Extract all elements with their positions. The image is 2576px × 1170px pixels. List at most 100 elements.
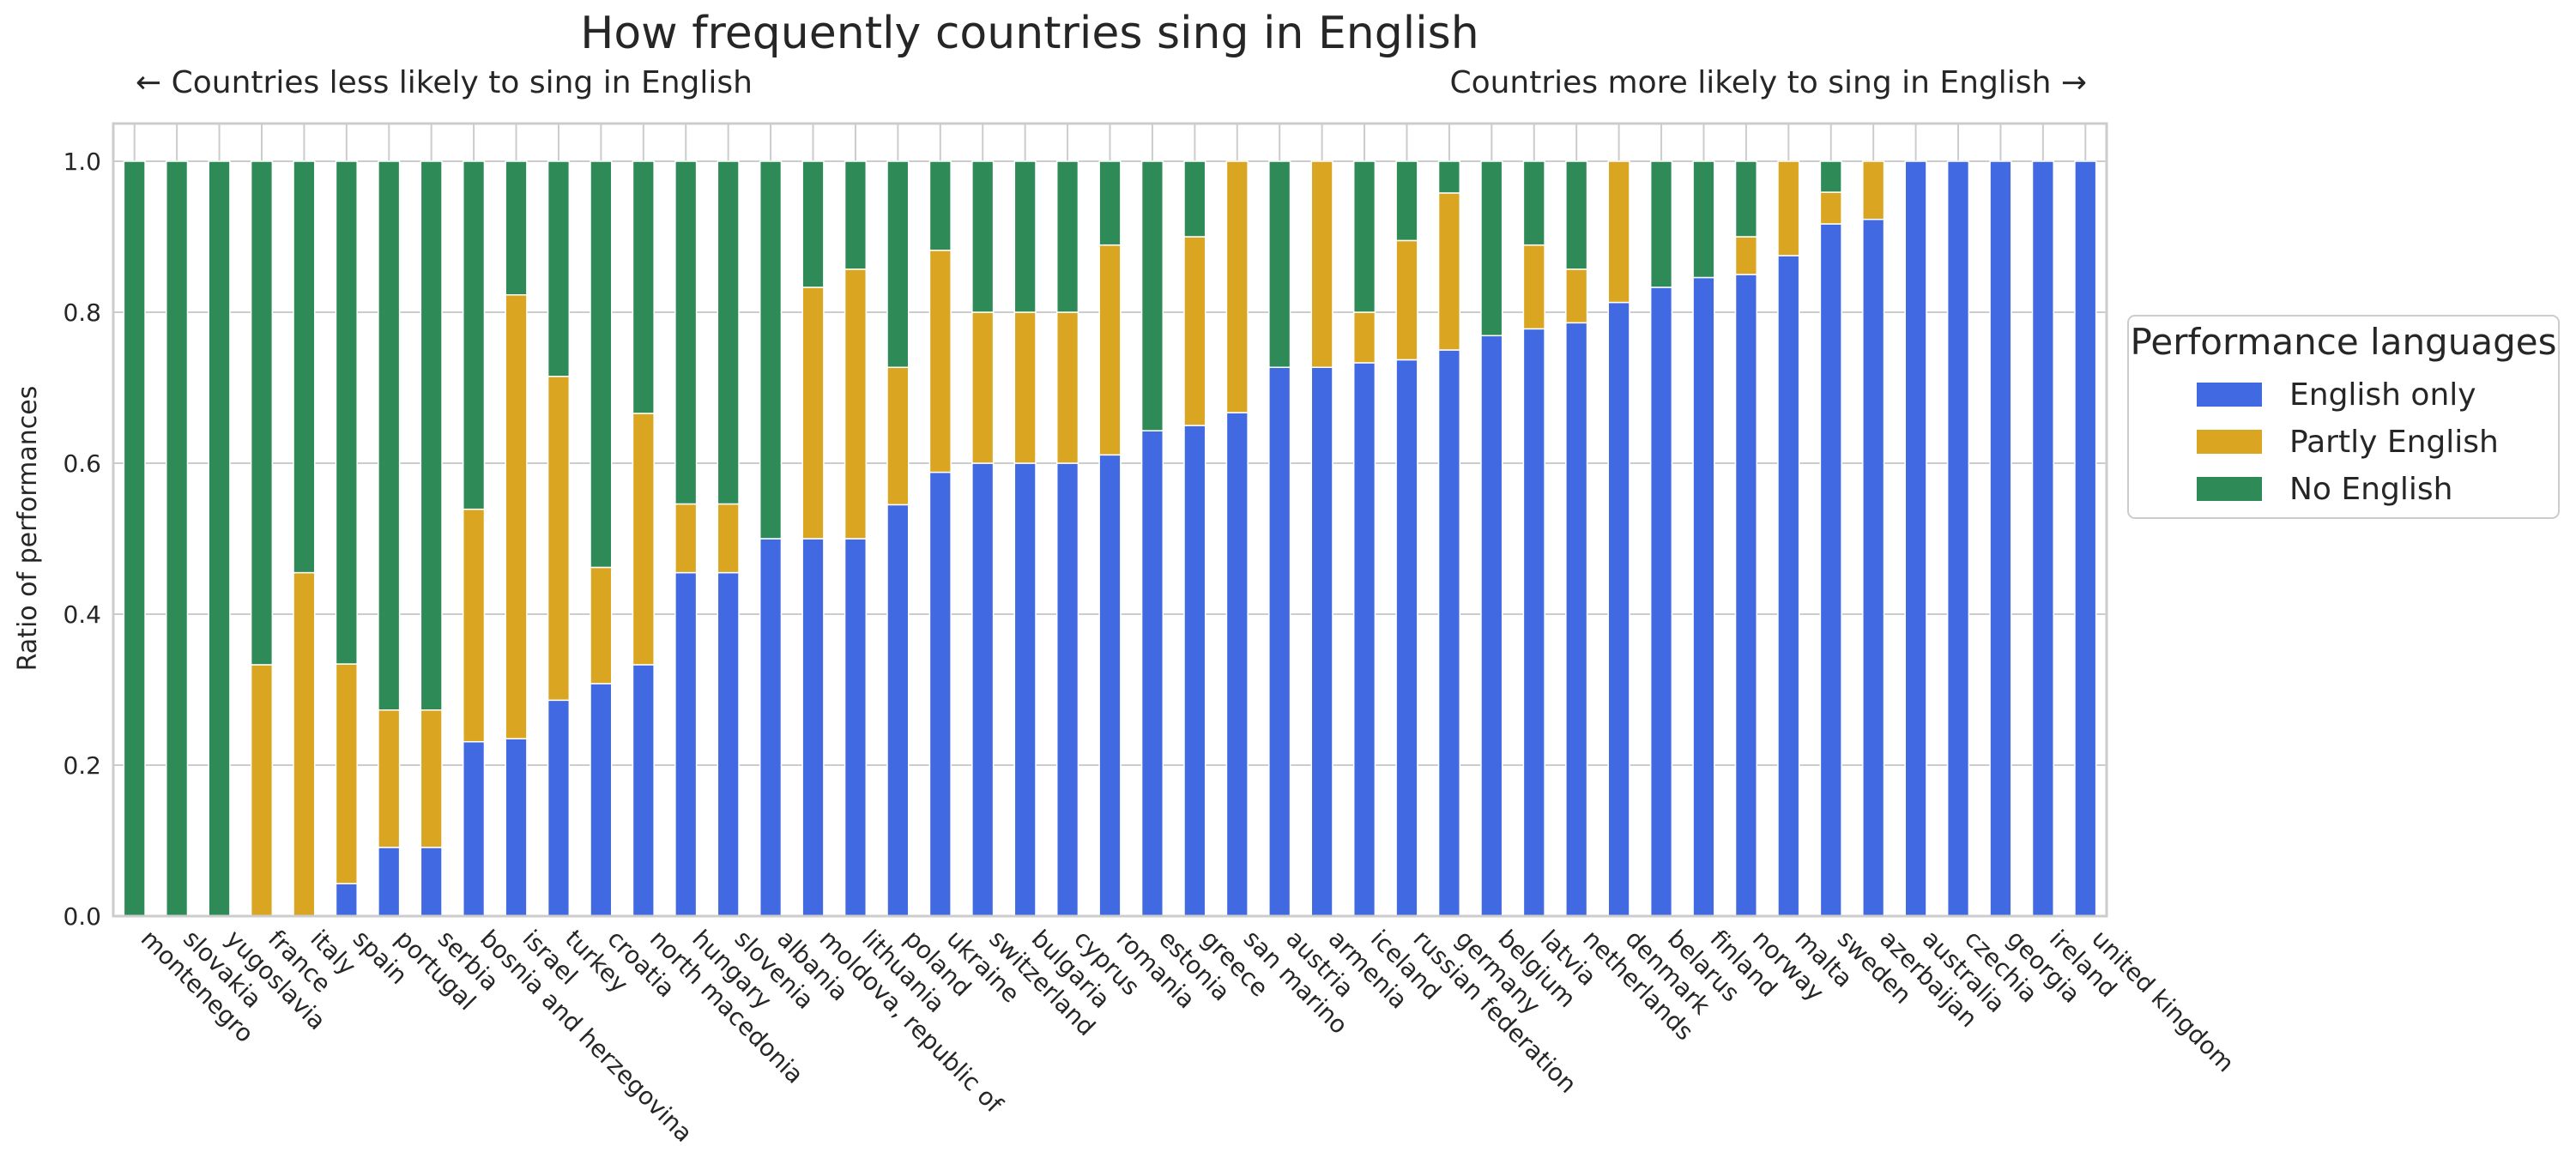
y-tick-label: 0.8 [63,299,101,327]
bar-segment [1522,160,1545,246]
bar-segment [1946,160,1970,917]
bar-segment [674,571,698,917]
bar-segment [1225,160,1249,413]
x-axis-ticks: montenegroslovakiayugoslaviafranceitalys… [136,925,2240,1148]
y-tick-label: 0.4 [63,600,101,629]
bar-segment [1055,311,1079,464]
bar-segment [166,160,189,917]
bar-segment [590,160,613,569]
bar-segment [1522,244,1545,330]
bar-segment [420,847,443,917]
bar-segment [971,311,995,464]
legend: Performance languages English only Partly… [2127,315,2560,519]
bar-segment [547,376,571,702]
bar-segment [632,413,655,666]
bar-segment [632,664,655,917]
bar-segment [801,160,825,288]
bar-segment [335,160,358,665]
bar-segment [1098,160,1122,246]
bar-segment [1310,366,1333,917]
y-axis-label: Ratio of performances [13,386,43,672]
legend-title: Performance languages [2131,321,2557,363]
bars [123,160,2097,917]
y-tick-label: 0.2 [63,751,101,780]
bar-segment [674,503,698,574]
bar-segment [1395,359,1418,917]
bar-segment [717,571,740,917]
bar-segment [335,663,358,884]
bar-segment [1013,462,1037,917]
bar-segment [1437,160,1461,194]
bar-segment [1734,160,1757,238]
bar-segment [717,503,740,574]
bar-segment [420,709,443,848]
bar-segment [1692,276,1715,917]
bar-segment [1268,160,1291,368]
bar-segment [420,160,443,711]
y-tick-label: 0.0 [63,902,101,931]
bar-segment [378,160,401,711]
legend-swatch [2197,477,2262,501]
bar-segment [844,538,868,917]
bar-segment [1734,274,1757,917]
bar-segment [971,462,995,917]
bar-segment [1777,255,1800,917]
bar-segment [1225,412,1249,917]
bar-segment [1140,430,1164,917]
bar-segment [886,366,910,506]
bar-segment [1437,349,1461,917]
bar-segment [759,160,783,540]
bar-segment [801,538,825,917]
bar-segment [547,699,571,917]
y-tick-label: 0.6 [63,449,101,478]
plot-frame [112,122,2108,918]
bar-segment [1140,160,1164,431]
bar-segment [844,160,868,270]
bar-segment [759,538,783,917]
legend-box [2127,315,2560,519]
bar-segment [1055,462,1079,917]
bar-segment [928,250,952,473]
bar-segment [335,883,358,917]
bar-segment [250,160,274,666]
bar-segment [1352,160,1376,313]
bar-segment [1649,160,1673,288]
chart-title: How frequently countries sing in English [580,8,1478,59]
bar-segment [1437,192,1461,351]
bar-segment [463,508,486,743]
bar-segment [590,683,613,917]
bar-segment [1989,160,2012,917]
legend-swatch [2197,383,2262,407]
bar-segment [505,294,528,739]
bar-segment [1268,366,1291,917]
bar-segment [1777,160,1800,256]
bar-segment [1565,268,1588,324]
annotation-left: ← Countries less likely to sing in Engli… [136,65,753,100]
bar-segment [1395,239,1418,361]
bar-segment [1480,335,1503,917]
bar-segment [547,160,571,377]
bar-segment [463,740,486,917]
bar-segment [1055,160,1079,313]
bar-segment [1734,236,1757,275]
bar-segment [1649,286,1673,917]
bar-segment [1565,160,1588,270]
bar-segment [1692,160,1715,279]
bar-segment [2031,160,2054,917]
bar-segment [1607,301,1630,917]
bar-segment [632,160,655,414]
bar-segment [208,160,231,917]
bar-segment [1098,244,1122,456]
bar-segment [1395,160,1418,242]
bar-segment [886,504,910,917]
bar-segment [1098,454,1122,917]
bar-segment [1862,219,1885,917]
legend-entry: Partly English [2289,425,2499,460]
bar-segment [505,160,528,296]
bar-segment [674,160,698,505]
bar-segment [1013,311,1037,464]
bar-segment [844,268,868,540]
y-axis-ticks: 0.0 0.2 0.4 0.6 0.8 1.0 [63,148,101,931]
bar-segment [1183,425,1206,917]
